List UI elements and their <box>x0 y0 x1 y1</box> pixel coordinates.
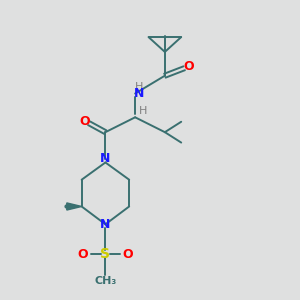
Text: CH₃: CH₃ <box>94 276 116 286</box>
Text: H: H <box>139 106 148 116</box>
Text: O: O <box>78 248 88 260</box>
Text: N: N <box>100 218 111 231</box>
Text: O: O <box>122 248 133 260</box>
Text: O: O <box>79 115 90 128</box>
Text: N: N <box>100 152 111 165</box>
Polygon shape <box>67 203 82 210</box>
Text: H: H <box>134 82 143 92</box>
Text: S: S <box>100 247 110 261</box>
Text: N: N <box>134 87 144 100</box>
Text: O: O <box>183 60 194 73</box>
